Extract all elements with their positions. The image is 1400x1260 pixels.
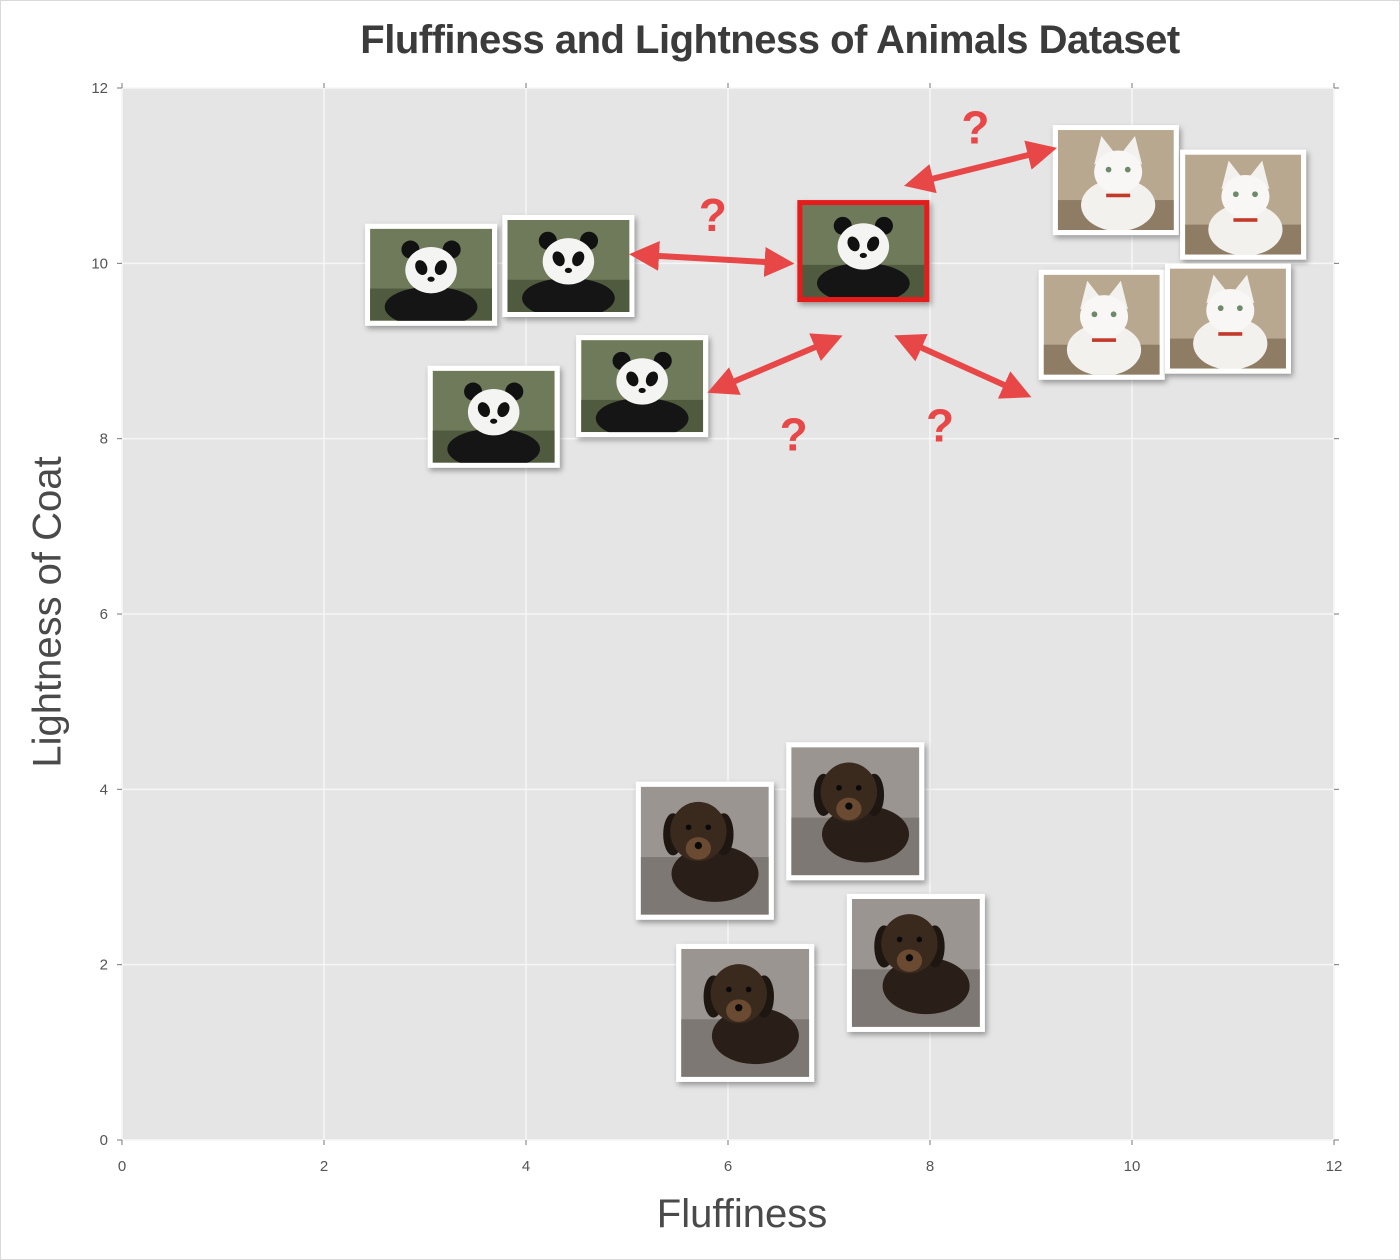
y-tick-label: 8 [100,431,108,448]
y-tick-label: 6 [100,606,108,623]
panda-point [576,335,709,438]
y-tick-label: 10 [91,255,108,272]
x-tick-label: 2 [320,1158,328,1175]
double-arrow [707,333,843,395]
panda-point [365,223,498,326]
x-tick-label: 4 [522,1158,530,1175]
panda-point [427,365,560,468]
panda-point [502,214,635,317]
question-mark-label: ? [926,400,954,452]
cat-point [1164,263,1291,374]
question-mark-label: ? [780,408,808,460]
y-tick-label: 4 [100,781,108,798]
dog-point [635,781,774,920]
dog-point [676,943,815,1082]
y-axis-label: Lightness of Coat [25,456,70,768]
query-point [797,200,930,303]
similarity-arrows: ???? [629,101,1058,460]
cat-point [1180,149,1307,260]
axis-ticks: 0 2 4 6 8 10 12 0 2 4 6 8 10 12 [91,80,1342,1175]
chart-title: Fluffiness and Lightness of Animals Data… [360,18,1180,62]
x-tick-label: 6 [724,1158,732,1175]
double-arrow [894,334,1032,399]
x-axis-label: Fluffiness [656,1192,828,1236]
question-mark-label: ? [961,101,989,153]
cat-point [1052,125,1179,236]
y-tick-label: 12 [91,80,108,97]
x-tick-label: 0 [118,1158,126,1175]
x-tick-label: 12 [1326,1158,1343,1175]
y-tick-label: 2 [100,957,108,974]
dog-point [786,742,925,881]
x-tick-label: 10 [1124,1158,1141,1175]
dog-point [846,893,985,1032]
cat-point [1038,269,1165,380]
double-arrow [903,140,1058,194]
data-points [365,125,1307,1082]
double-arrow [629,240,795,277]
y-tick-label: 0 [100,1132,108,1149]
x-tick-label: 8 [926,1158,934,1175]
question-mark-label: ? [699,189,727,241]
